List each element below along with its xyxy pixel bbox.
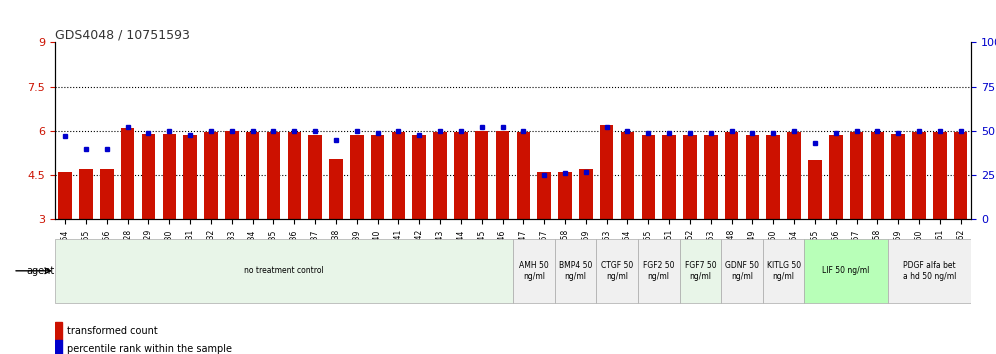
Bar (391, 132, 405, 219)
Bar (746, 136, 759, 219)
Bar (538, 172, 551, 219)
Bar (433, 132, 447, 219)
Bar (121, 128, 134, 219)
Bar (371, 136, 384, 219)
Bar (496, 131, 509, 219)
Bar (162, 134, 176, 219)
Bar (600, 125, 614, 219)
Text: KITLG 50
ng/ml: KITLG 50 ng/ml (767, 261, 801, 280)
Text: BMP4 50
ng/ml: BMP4 50 ng/ml (559, 261, 592, 280)
FancyBboxPatch shape (679, 239, 721, 303)
Bar (641, 136, 655, 219)
Bar (933, 132, 946, 219)
FancyBboxPatch shape (55, 239, 513, 303)
Text: transformed count: transformed count (68, 326, 158, 336)
FancyBboxPatch shape (721, 239, 763, 303)
FancyBboxPatch shape (637, 239, 679, 303)
Bar (204, 132, 218, 219)
Bar (891, 134, 905, 219)
Bar (787, 132, 801, 219)
Bar (912, 132, 926, 219)
Bar (621, 132, 634, 219)
Bar (725, 132, 738, 219)
Bar (454, 132, 468, 219)
Text: percentile rank within the sample: percentile rank within the sample (68, 344, 232, 354)
FancyBboxPatch shape (805, 239, 887, 303)
Bar (871, 132, 884, 219)
FancyBboxPatch shape (887, 239, 971, 303)
Bar (662, 136, 676, 219)
Bar (141, 134, 155, 219)
Bar (412, 136, 426, 219)
Text: GDNF 50
ng/ml: GDNF 50 ng/ml (725, 261, 759, 280)
Text: agent: agent (27, 266, 55, 276)
Bar (225, 131, 239, 219)
Bar (246, 132, 259, 219)
Bar (475, 131, 488, 219)
Text: AMH 50
ng/ml: AMH 50 ng/ml (519, 261, 549, 280)
Bar (829, 136, 843, 219)
Bar (288, 132, 301, 219)
Bar (59, 172, 72, 219)
Bar (954, 132, 967, 219)
Bar (183, 136, 197, 219)
Bar (329, 159, 343, 219)
Bar (767, 136, 780, 219)
Bar (100, 169, 114, 219)
FancyBboxPatch shape (555, 239, 597, 303)
Text: LIF 50 ng/ml: LIF 50 ng/ml (823, 266, 870, 275)
Text: PDGF alfa bet
a hd 50 ng/ml: PDGF alfa bet a hd 50 ng/ml (902, 261, 956, 280)
Text: CTGF 50
ng/ml: CTGF 50 ng/ml (601, 261, 633, 280)
Bar (704, 136, 717, 219)
Bar (683, 136, 697, 219)
Bar (55, 322, 62, 340)
Text: no treatment control: no treatment control (244, 266, 324, 275)
Bar (558, 172, 572, 219)
Text: FGF7 50
ng/ml: FGF7 50 ng/ml (684, 261, 716, 280)
Bar (808, 160, 822, 219)
FancyBboxPatch shape (513, 239, 555, 303)
FancyBboxPatch shape (763, 239, 805, 303)
Bar (850, 132, 864, 219)
FancyBboxPatch shape (597, 239, 637, 303)
Bar (309, 136, 322, 219)
Text: FGF2 50
ng/ml: FGF2 50 ng/ml (643, 261, 674, 280)
Bar (267, 132, 280, 219)
Bar (55, 340, 62, 354)
Bar (350, 136, 364, 219)
Bar (80, 169, 93, 219)
Bar (517, 132, 530, 219)
Text: GDS4048 / 10751593: GDS4048 / 10751593 (55, 28, 189, 41)
Bar (579, 169, 593, 219)
